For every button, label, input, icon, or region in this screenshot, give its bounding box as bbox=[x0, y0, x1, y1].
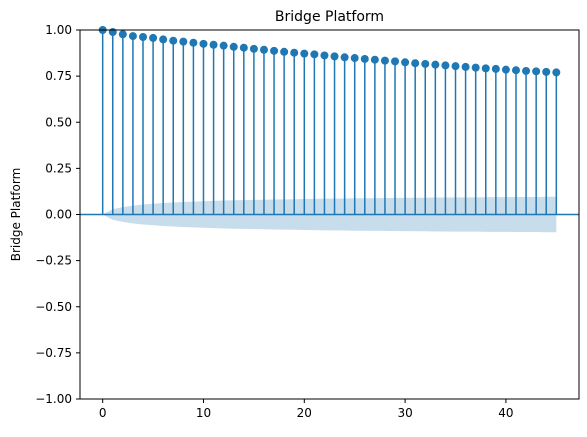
stem-marker bbox=[270, 46, 279, 55]
stem-marker bbox=[179, 37, 188, 46]
stem-marker bbox=[108, 28, 117, 37]
stem-marker bbox=[280, 47, 289, 56]
stem-marker bbox=[340, 53, 349, 62]
stem-marker bbox=[431, 60, 440, 69]
stem-marker bbox=[189, 38, 198, 47]
y-axis-label: Bridge Platform bbox=[9, 168, 23, 262]
stem-marker bbox=[481, 64, 490, 73]
stem-marker bbox=[239, 43, 248, 52]
stem-marker bbox=[461, 62, 470, 71]
plot-frame bbox=[79, 29, 580, 400]
stem-marker bbox=[522, 66, 531, 75]
stem-marker bbox=[350, 54, 359, 63]
stem-marker bbox=[310, 50, 319, 59]
x-tick-label: 40 bbox=[498, 406, 513, 420]
stem-marker bbox=[209, 40, 218, 49]
stem-marker bbox=[391, 57, 400, 66]
stem-marker bbox=[532, 67, 541, 76]
stem-layer bbox=[98, 26, 561, 215]
stem-marker bbox=[139, 33, 148, 42]
y-tick-label: −0.50 bbox=[35, 300, 72, 314]
stem-marker bbox=[219, 41, 228, 50]
y-tick-label: 0.00 bbox=[45, 208, 72, 222]
x-tick-label: 20 bbox=[297, 406, 312, 420]
stem-marker bbox=[380, 56, 389, 65]
stem-marker bbox=[411, 59, 420, 68]
stem-marker bbox=[159, 35, 168, 44]
plot-frame-layer bbox=[79, 29, 580, 400]
x-tick-label: 10 bbox=[196, 406, 211, 420]
y-tick-label: −1.00 bbox=[35, 392, 72, 406]
tick-layer: 0 10 20 30 40 −1.00 −0.75 −0.50 −0.25 0.00 0.25 0.5… bbox=[35, 23, 513, 420]
stem-marker bbox=[118, 30, 127, 39]
chart-title: Bridge Platform bbox=[275, 9, 384, 25]
stem-marker bbox=[320, 51, 329, 60]
stem-marker bbox=[501, 65, 510, 74]
stem-marker bbox=[249, 44, 258, 53]
x-tick-label: 30 bbox=[397, 406, 412, 420]
y-tick-label: 0.75 bbox=[45, 69, 72, 83]
y-tick-label: 0.25 bbox=[45, 161, 72, 175]
stem-marker bbox=[229, 42, 238, 51]
stem-marker bbox=[401, 58, 410, 67]
y-tick-label: −0.25 bbox=[35, 254, 72, 268]
x-tick-label: 0 bbox=[99, 406, 107, 420]
stem-marker bbox=[128, 32, 137, 41]
stem-marker bbox=[290, 48, 299, 57]
stem-marker bbox=[300, 49, 309, 58]
stem-marker bbox=[149, 33, 158, 42]
stem-marker bbox=[511, 66, 520, 75]
y-tick-label: −0.75 bbox=[35, 346, 72, 360]
stem-marker bbox=[552, 68, 561, 77]
stem-marker bbox=[199, 39, 208, 48]
y-tick-label: 1.00 bbox=[45, 23, 72, 37]
stem-marker bbox=[542, 67, 551, 76]
stem-marker bbox=[441, 61, 450, 70]
stem-marker bbox=[330, 52, 339, 61]
stem-marker bbox=[360, 54, 369, 63]
stem-marker bbox=[370, 55, 379, 64]
stem-marker bbox=[451, 62, 460, 71]
stem-marker bbox=[169, 36, 178, 45]
stem-marker bbox=[421, 59, 430, 68]
stem-marker bbox=[491, 64, 500, 73]
y-tick-label: 0.50 bbox=[45, 115, 72, 129]
stem-marker bbox=[471, 63, 480, 72]
stem-marker bbox=[259, 45, 268, 54]
